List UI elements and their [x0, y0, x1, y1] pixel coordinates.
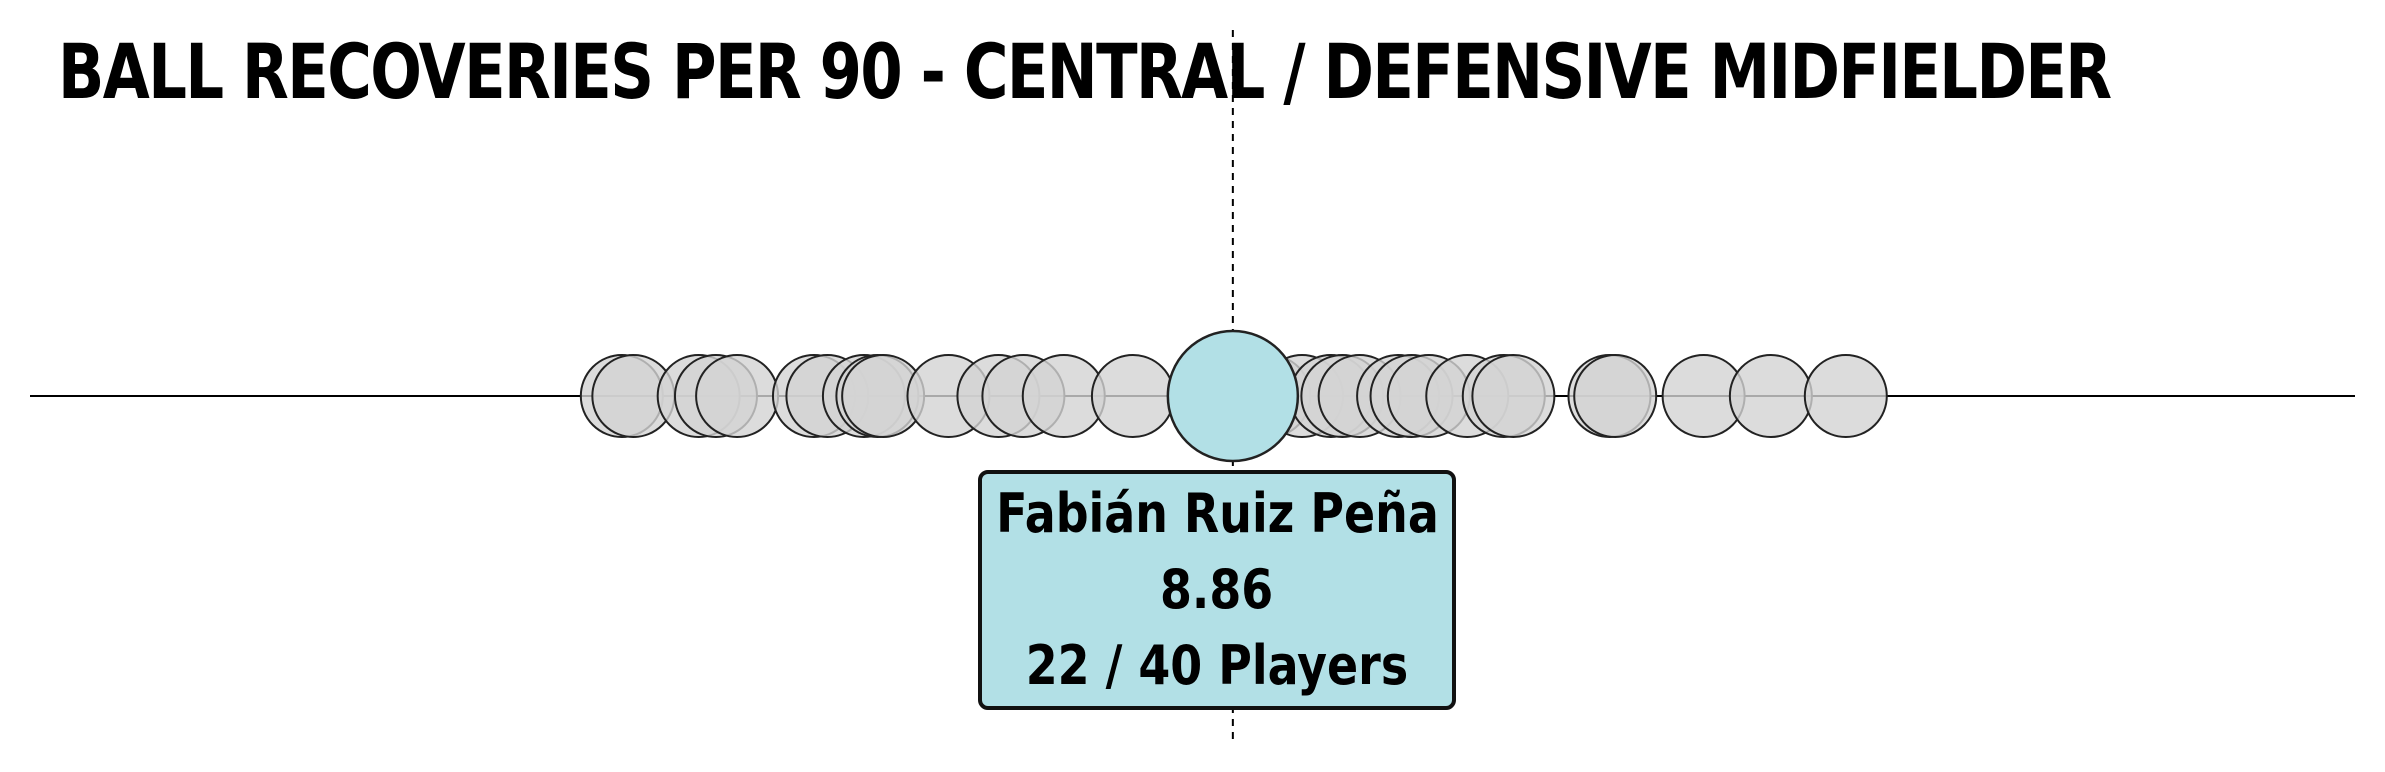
- player-point: [695, 354, 780, 438]
- player-point: [1573, 354, 1658, 438]
- highlighted-point: [1166, 329, 1300, 463]
- chart-title: BALL RECOVERIES PER 90 - CENTRAL / DEFEN…: [58, 27, 2112, 116]
- player-rank: 22 / 40 Players: [1025, 634, 1409, 697]
- player-name: Fabián Ruiz Peña: [995, 482, 1439, 545]
- player-point: [1728, 354, 1813, 438]
- player-point: [1471, 354, 1556, 438]
- player-value: 8.86: [1160, 558, 1274, 621]
- player-point: [1803, 354, 1888, 438]
- player-point: [1090, 354, 1175, 438]
- player-callout: Fabián Ruiz Peña 8.86 22 / 40 Players: [978, 470, 1456, 710]
